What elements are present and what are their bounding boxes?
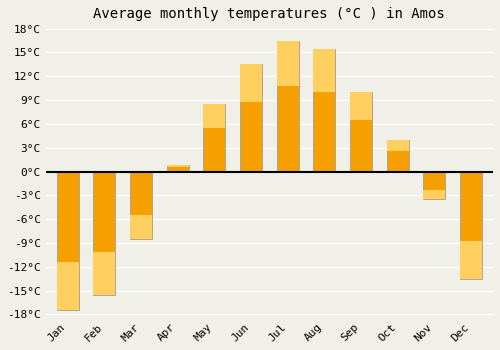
Bar xyxy=(350,92,372,172)
Bar xyxy=(204,104,226,172)
Bar xyxy=(314,49,336,92)
Title: Average monthly temperatures (°C ) in Amos: Average monthly temperatures (°C ) in Am… xyxy=(94,7,445,21)
Bar xyxy=(424,172,446,199)
Bar xyxy=(240,64,262,172)
Bar xyxy=(56,172,78,310)
Bar xyxy=(130,215,152,239)
Bar xyxy=(93,252,115,295)
Bar xyxy=(93,172,115,295)
Bar xyxy=(386,140,408,151)
Bar xyxy=(276,41,298,172)
Bar xyxy=(424,190,446,199)
Bar xyxy=(56,262,78,310)
Bar xyxy=(386,140,408,172)
Bar xyxy=(276,41,298,86)
Bar xyxy=(460,172,482,279)
Bar xyxy=(204,104,226,128)
Bar xyxy=(460,241,482,279)
Bar xyxy=(240,64,262,102)
Bar xyxy=(350,92,372,120)
Bar xyxy=(314,49,336,172)
Bar xyxy=(130,172,152,239)
Bar xyxy=(166,165,188,172)
Bar xyxy=(166,165,188,167)
